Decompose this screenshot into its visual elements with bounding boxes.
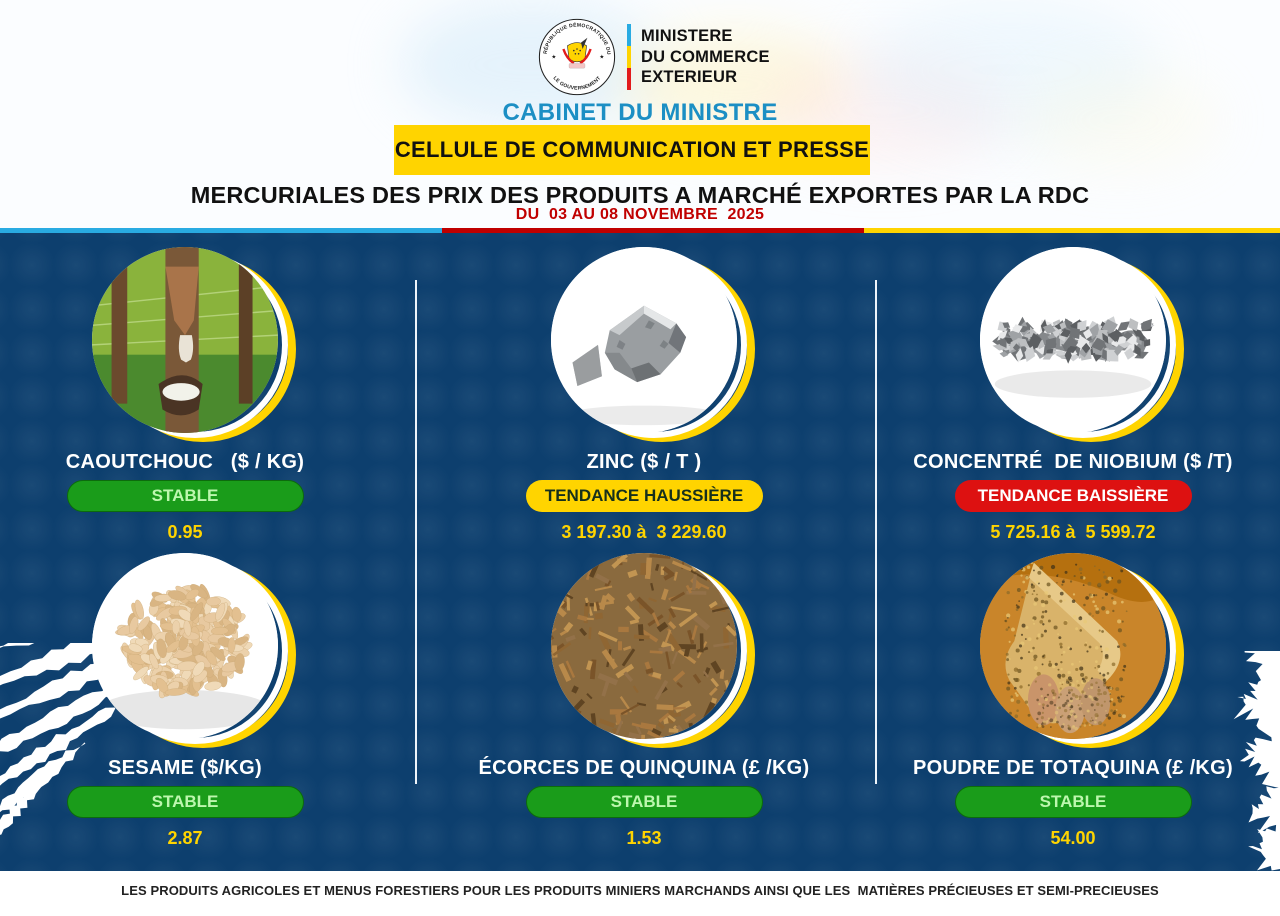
svg-text:★: ★	[551, 54, 556, 61]
svg-text:★: ★	[599, 54, 604, 61]
